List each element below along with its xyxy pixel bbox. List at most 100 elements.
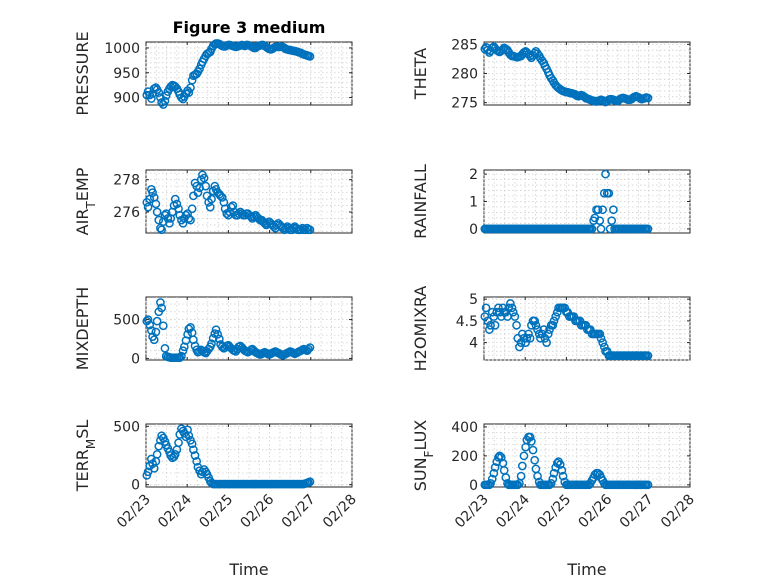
data-point xyxy=(496,452,506,462)
data-point xyxy=(522,333,532,343)
series-markers xyxy=(480,169,653,234)
data-point xyxy=(536,333,545,343)
data-point xyxy=(160,96,170,106)
data-point xyxy=(186,322,195,332)
data-point xyxy=(211,325,221,335)
data-point xyxy=(301,225,310,235)
data-point xyxy=(533,325,542,334)
data-point xyxy=(303,344,313,354)
data-point xyxy=(504,303,514,313)
data-point xyxy=(147,94,156,103)
x-axis-label: Time xyxy=(566,560,606,579)
y-axis-label: THETA xyxy=(411,48,430,100)
x-axis-label: Time xyxy=(228,560,268,579)
data-point xyxy=(486,320,495,330)
data-point xyxy=(548,320,558,330)
data-point xyxy=(151,199,161,209)
data-point xyxy=(596,224,606,234)
data-point xyxy=(546,479,556,488)
series-markers xyxy=(480,299,653,361)
data-point xyxy=(533,471,542,481)
data-point xyxy=(506,299,515,308)
subplot-4: 0 1 2 RAINFALL xyxy=(411,164,691,239)
data-point xyxy=(216,191,225,201)
data-point xyxy=(528,445,538,455)
data-point xyxy=(152,316,162,326)
data-point xyxy=(147,326,156,335)
data-point xyxy=(157,303,167,313)
data-point xyxy=(508,307,518,317)
data-point xyxy=(201,181,211,191)
data-point xyxy=(485,325,494,334)
data-point xyxy=(143,202,153,212)
data-point xyxy=(184,88,194,97)
data-point xyxy=(595,216,605,226)
series-markers xyxy=(480,42,653,107)
subplot-6: 4 4.5 5 H2OMIXRA xyxy=(411,286,691,372)
data-point xyxy=(151,327,161,337)
y-axis-label: AIRTEMP xyxy=(73,167,98,235)
data-point xyxy=(190,451,200,460)
y-tick-label: 1000 xyxy=(104,41,140,57)
data-point xyxy=(534,329,544,339)
data-point xyxy=(598,205,608,215)
y-tick-label: 400 xyxy=(451,420,478,436)
data-point xyxy=(187,204,197,214)
data-point xyxy=(160,343,170,353)
data-point xyxy=(599,188,609,198)
subplot-5: 0 500 MIXDEPTH xyxy=(73,287,353,370)
data-point xyxy=(213,329,223,339)
series-markers xyxy=(142,170,315,235)
series-markers xyxy=(480,432,653,490)
y-tick-label: 280 xyxy=(451,67,478,83)
data-point xyxy=(530,316,540,326)
y-tick-label: 900 xyxy=(113,91,140,107)
y-tick-label: 1 xyxy=(469,195,478,211)
data-point xyxy=(525,432,535,442)
data-point xyxy=(604,188,614,198)
data-point xyxy=(551,312,561,321)
data-point xyxy=(178,218,188,228)
data-point xyxy=(519,451,529,461)
data-point xyxy=(542,338,551,347)
data-point xyxy=(527,437,536,446)
data-point xyxy=(643,480,653,490)
data-point xyxy=(558,471,568,481)
data-point xyxy=(517,461,527,471)
data-point xyxy=(531,320,541,330)
data-point xyxy=(149,335,159,345)
data-point xyxy=(549,468,559,478)
data-point xyxy=(595,329,605,339)
data-point xyxy=(598,338,608,347)
y-axis-label: H2OMIXRA xyxy=(411,286,430,372)
data-point xyxy=(192,456,202,466)
data-point xyxy=(305,52,315,61)
data-point xyxy=(172,199,182,209)
subplot-2: 275 280 285 THETA xyxy=(411,37,691,112)
data-point xyxy=(495,451,505,461)
data-point xyxy=(543,329,553,339)
y-tick-label: 0 xyxy=(469,222,478,238)
data-point xyxy=(515,342,524,352)
data-point xyxy=(184,431,194,441)
data-point xyxy=(507,303,517,313)
data-point xyxy=(494,303,503,313)
data-point xyxy=(501,473,511,482)
data-point xyxy=(175,353,185,363)
data-point xyxy=(557,465,567,475)
y-tick-label: 500 xyxy=(113,313,140,329)
data-point xyxy=(186,215,195,225)
data-point xyxy=(305,477,315,487)
data-point xyxy=(517,329,527,339)
y-axis-label: MIXDEPTH xyxy=(73,287,92,370)
data-point xyxy=(519,333,529,343)
data-point xyxy=(601,169,610,179)
y-tick-label: 4 xyxy=(469,336,478,352)
y-tick-label: 276 xyxy=(113,205,140,221)
data-point xyxy=(305,225,315,235)
data-point xyxy=(147,454,156,464)
y-tick-label: 0 xyxy=(131,478,140,494)
data-point xyxy=(193,188,203,197)
data-point xyxy=(195,64,204,74)
